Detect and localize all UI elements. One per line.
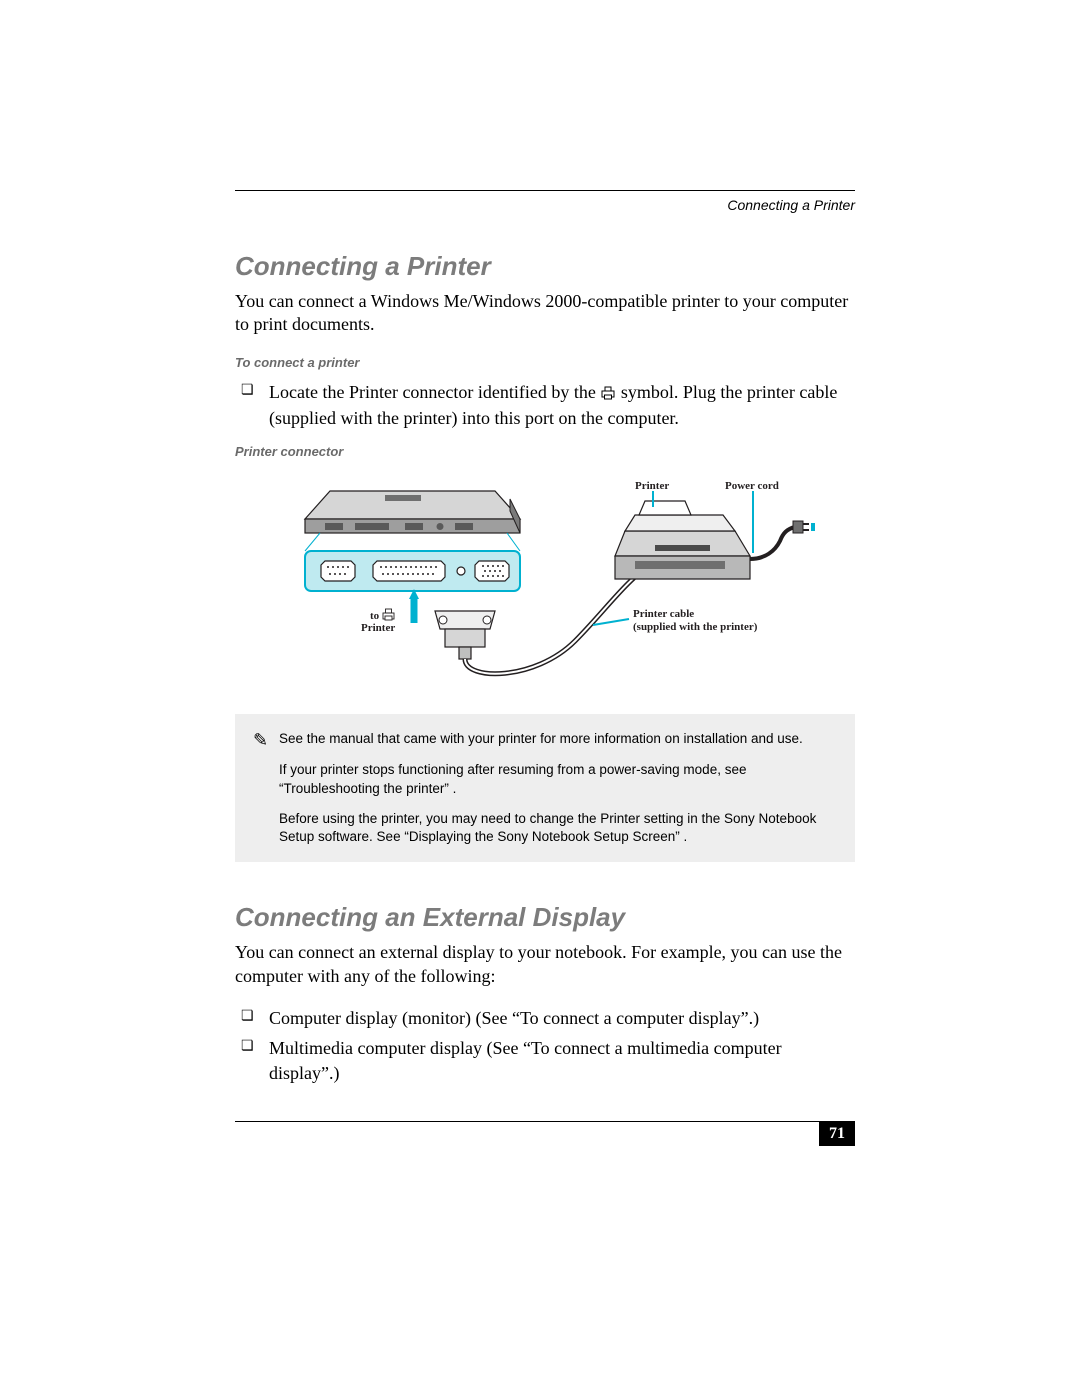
laptop-icon bbox=[305, 491, 520, 533]
section2-bullet2: Multimedia computer display (See “To con… bbox=[235, 1036, 855, 1085]
top-rule bbox=[235, 190, 855, 191]
running-head: Connecting a Printer bbox=[235, 197, 855, 213]
section2-bullet1: Computer display (monitor) (See “To conn… bbox=[235, 1006, 855, 1030]
section2-title: Connecting an External Display bbox=[235, 902, 855, 933]
arrow-to-printer-port bbox=[409, 589, 419, 623]
page-number: 71 bbox=[819, 1122, 855, 1146]
printer-device bbox=[615, 501, 750, 579]
label-to: to bbox=[370, 610, 380, 622]
arrow-plug bbox=[811, 519, 815, 535]
section1-bullets: Locate the Printer connector identified … bbox=[235, 380, 855, 431]
label-cable2: (supplied with the printer) bbox=[633, 621, 758, 633]
label-cable1: Printer cable bbox=[633, 608, 694, 620]
parallel-plug bbox=[435, 611, 495, 659]
sub-printer-connector: Printer connector bbox=[235, 444, 855, 459]
port-panel bbox=[305, 533, 520, 591]
label-powercord: Power cord bbox=[725, 480, 779, 492]
printer-icon-inline bbox=[600, 382, 616, 406]
section2-bullets: Computer display (monitor) (See “To conn… bbox=[235, 1006, 855, 1085]
sub-connect-printer: To connect a printer bbox=[235, 355, 855, 370]
section2-intro: You can connect an external display to y… bbox=[235, 941, 855, 988]
bottom-rule bbox=[235, 1121, 855, 1122]
section1-title: Connecting a Printer bbox=[235, 251, 855, 282]
pencil-icon: ✎ bbox=[253, 730, 279, 749]
note-box: ✎ See the manual that came with your pri… bbox=[235, 714, 855, 862]
label-printer: Printer bbox=[635, 480, 669, 492]
power-cord bbox=[750, 521, 809, 559]
note2: If your printer stops functioning after … bbox=[279, 761, 837, 797]
printer-diagram: to Printer bbox=[235, 471, 855, 696]
note1: See the manual that came with your print… bbox=[279, 730, 803, 748]
bullet1-text-a: Locate the Printer connector identified … bbox=[269, 382, 600, 402]
section1-bullet1: Locate the Printer connector identified … bbox=[235, 380, 855, 431]
label-to-printer: Printer bbox=[361, 622, 395, 634]
cable-label-pointer bbox=[593, 619, 629, 625]
note3: Before using the printer, you may need t… bbox=[279, 810, 837, 846]
section1-intro: You can connect a Windows Me/Windows 200… bbox=[235, 290, 855, 337]
